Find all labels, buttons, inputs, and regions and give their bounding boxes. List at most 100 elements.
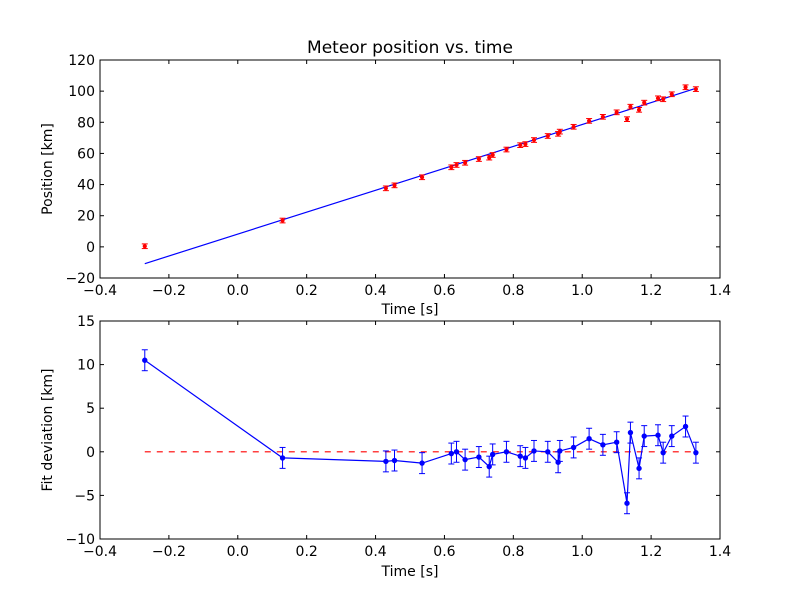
deviation-point xyxy=(600,442,606,448)
position-plot-ytick-label: 0 xyxy=(86,240,95,256)
position-point xyxy=(383,186,388,191)
deviation-plot-ytick-label: 5 xyxy=(86,401,95,417)
position-point xyxy=(454,162,459,168)
deviation-point xyxy=(419,460,425,466)
deviation-point xyxy=(570,444,577,451)
position-point xyxy=(628,104,633,109)
position-point xyxy=(531,137,537,143)
position-point xyxy=(518,143,523,148)
position-plot-xtick-label: 0.0 xyxy=(227,283,249,299)
deviation-point xyxy=(462,456,468,463)
position-plot-ytick-label: 80 xyxy=(77,115,95,131)
position-plot-xlabel: Time [s] xyxy=(381,302,439,318)
position-plot-xtick-label: 1.0 xyxy=(571,283,593,299)
position-point xyxy=(490,152,495,158)
position-plot-ytick-label: 100 xyxy=(68,84,95,100)
deviation-plot-frame xyxy=(99,320,721,540)
deviation-point xyxy=(669,433,675,439)
position-plot-xtick-label: 1.2 xyxy=(640,283,662,299)
deviation-plot-xtick-label: −0.2 xyxy=(152,544,186,560)
deviation-point xyxy=(453,449,460,455)
deviation-point xyxy=(503,449,510,455)
deviation-plot-ytick-label: 10 xyxy=(77,358,95,374)
deviation-plot-ytick-label: −5 xyxy=(74,488,95,504)
position-plot-marks xyxy=(141,84,699,265)
deviation-point xyxy=(682,423,689,430)
deviation-point xyxy=(517,453,523,459)
deviation-point xyxy=(391,457,398,464)
deviation-point xyxy=(448,450,455,457)
position-plot-ytick-label: 40 xyxy=(77,178,95,194)
position-point xyxy=(463,160,468,165)
deviation-point xyxy=(655,432,661,438)
deviation-point xyxy=(486,463,492,470)
deviation-point xyxy=(489,451,496,458)
position-plot-xtick-label: 1.4 xyxy=(709,283,731,299)
position-point xyxy=(693,87,698,92)
position-point xyxy=(624,117,630,122)
position-point xyxy=(614,110,619,115)
position-plot-ytick-label: 120 xyxy=(68,53,95,69)
position-plot-xtick-label: −0.2 xyxy=(152,283,186,299)
position-point xyxy=(523,141,528,147)
position-plot-xtick-label: 0.8 xyxy=(502,283,524,299)
position-point xyxy=(449,165,454,170)
position-point xyxy=(280,218,285,223)
deviation-point xyxy=(383,458,389,465)
position-plot: Meteor position vs. time −0.4 −0.2 0.0 0.2 0… xyxy=(40,38,731,318)
position-point xyxy=(661,97,666,102)
deviation-plot: −0.4 −0.2 0.0 0.2 0.4 0.6 0.8 1.0 1.2 1.4 −10 −5 0 5 1… xyxy=(40,314,731,580)
position-plot-xtick-label: −0.4 xyxy=(83,283,117,299)
position-point xyxy=(587,118,592,123)
deviation-plot-ytick-label: 15 xyxy=(77,314,95,330)
deviation-point xyxy=(641,433,647,439)
deviation-point xyxy=(693,449,699,456)
deviation-point xyxy=(586,436,592,442)
deviation-plot-ticks: −0.4 −0.2 0.0 0.2 0.4 0.6 0.8 1.0 1.2 1.4 −10 −5 0 5 1… xyxy=(65,314,731,560)
deviation-plot-xlabel: Time [s] xyxy=(381,564,439,580)
deviation-point xyxy=(660,449,666,456)
position-point xyxy=(636,107,642,112)
position-plot-xtick-label: 0.6 xyxy=(433,283,455,299)
position-point xyxy=(683,85,688,90)
deviation-plot-xtick-label: 0.2 xyxy=(296,544,318,560)
deviation-point xyxy=(613,439,620,445)
deviation-point xyxy=(476,454,482,460)
position-plot-ytick-label: 60 xyxy=(77,146,95,162)
position-plot-title: Meteor position vs. time xyxy=(307,38,513,58)
position-point xyxy=(419,175,425,180)
position-point xyxy=(392,183,397,188)
deviation-plot-xtick-label: −0.4 xyxy=(83,544,117,560)
position-point xyxy=(571,124,576,129)
position-point xyxy=(504,147,509,152)
deviation-point xyxy=(624,500,630,506)
position-point xyxy=(655,96,661,101)
position-point xyxy=(557,129,562,134)
deviation-plot-xtick-label: 1.2 xyxy=(640,544,662,560)
position-plot-xtick-label: 0.4 xyxy=(364,283,386,299)
position-point xyxy=(142,244,147,249)
deviation-plot-ytick-label: −10 xyxy=(65,532,95,548)
position-point xyxy=(669,92,674,97)
deviation-point xyxy=(545,449,551,455)
position-plot-frame xyxy=(99,59,721,279)
deviation-point xyxy=(557,448,563,454)
deviation-plot-ytick-label: 0 xyxy=(86,445,95,461)
deviation-point xyxy=(636,465,642,472)
deviation-plot-marks xyxy=(141,349,699,515)
deviation-plot-xtick-label: 0.8 xyxy=(502,544,524,560)
position-plot-ytick-label: −20 xyxy=(65,271,95,287)
position-plot-ylabel: Position [km] xyxy=(40,123,56,215)
position-plot-xtick-label: 0.2 xyxy=(296,283,318,299)
position-plot-ticks: −0.4 −0.2 0.0 0.2 0.4 0.6 0.8 1.0 1.2 1.4 −20 0 20 40… xyxy=(65,53,731,299)
deviation-point xyxy=(522,455,529,461)
deviation-plot-xtick-label: 1.0 xyxy=(571,544,593,560)
position-point xyxy=(476,156,481,162)
deviation-plot-xtick-label: 0.6 xyxy=(433,544,455,560)
deviation-plot-xtick-label: 0.0 xyxy=(227,544,249,560)
deviation-point xyxy=(627,429,634,436)
position-point xyxy=(642,100,647,105)
position-plot-ytick-label: 20 xyxy=(77,209,95,225)
